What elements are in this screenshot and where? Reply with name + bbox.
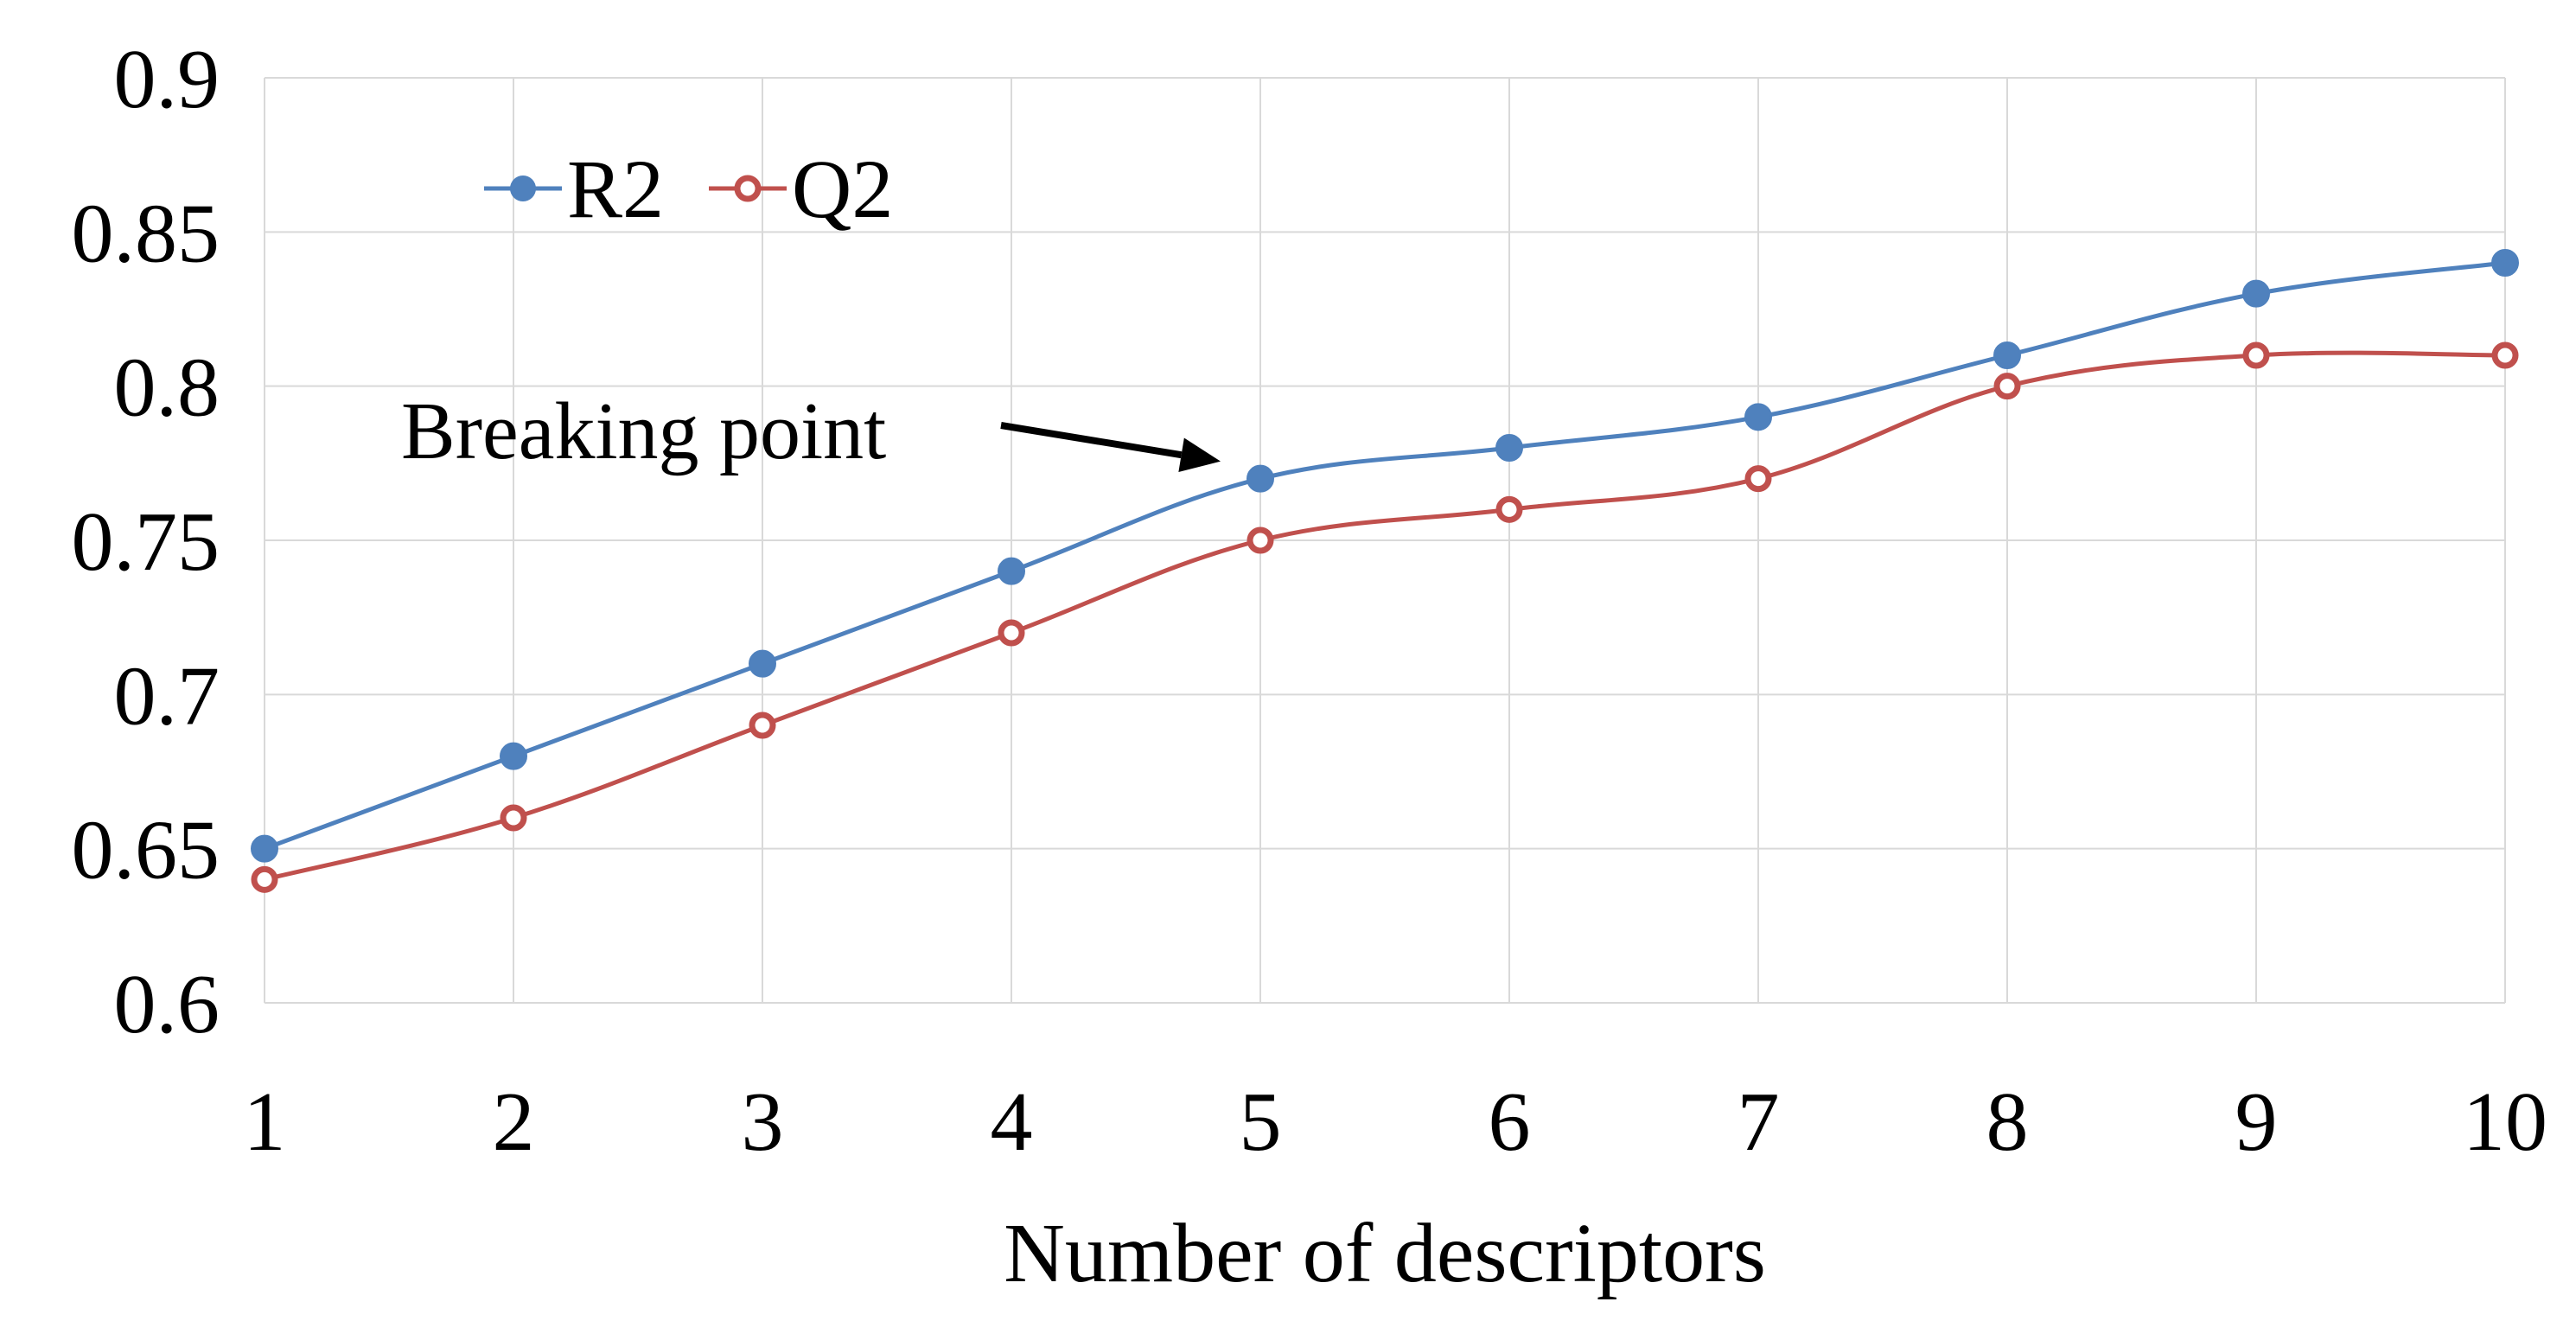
x-tick-label: 1 xyxy=(244,1075,286,1169)
x-tick-label: 10 xyxy=(2463,1075,2547,1169)
data-point-r2 xyxy=(251,834,278,863)
series-markers xyxy=(251,249,2519,893)
data-point-r2 xyxy=(2491,249,2519,277)
data-point-r2 xyxy=(1495,434,1523,462)
data-point-q2 xyxy=(2491,341,2519,369)
data-point-q2 xyxy=(500,804,527,832)
data-point-q2 xyxy=(1744,465,1772,493)
x-tick-label: 4 xyxy=(991,1075,1033,1169)
legend-marker-swatch xyxy=(734,175,762,202)
grid xyxy=(264,77,2506,1004)
series-line-q2 xyxy=(264,350,2506,882)
annotation-arrow-shaft xyxy=(1000,422,1183,459)
y-tick-label: 0.65 xyxy=(72,804,220,897)
annotation: Breaking point xyxy=(401,386,1221,476)
data-point-q2 xyxy=(2242,341,2270,369)
data-point-q2 xyxy=(1495,495,1523,523)
x-tick-label: 8 xyxy=(1986,1075,2029,1169)
legend-item-r2: R2 xyxy=(484,143,664,235)
legend-item-q2: Q2 xyxy=(709,143,893,235)
y-tick-label: 0.8 xyxy=(114,341,220,435)
series-lines xyxy=(264,260,2506,882)
annotation-label: Breaking point xyxy=(401,386,886,476)
data-point-r2 xyxy=(2242,279,2270,308)
x-axis-title: Number of descriptors xyxy=(1004,1207,1766,1300)
tick-labels: 0.6 0.65 0.7 0.75 0.8 0.85 0.9 1 2 3 4 5 6 7 8 9 10 xyxy=(72,33,2548,1169)
data-point-r2 xyxy=(749,649,776,678)
x-tick-label: 5 xyxy=(1240,1075,1282,1169)
annotation-arrow-head xyxy=(1178,437,1221,472)
x-tick-label: 3 xyxy=(742,1075,784,1169)
data-point-r2 xyxy=(1993,341,2021,369)
data-point-r2 xyxy=(1247,464,1274,493)
y-tick-label: 0.85 xyxy=(72,187,220,280)
data-point-r2 xyxy=(1744,403,1772,431)
x-tick-label: 2 xyxy=(493,1075,535,1169)
x-tick-label: 9 xyxy=(2235,1075,2278,1169)
y-tick-label: 0.75 xyxy=(72,495,220,589)
legend-label: Q2 xyxy=(792,143,893,235)
legend-marker-swatch xyxy=(510,175,536,201)
data-point-r2 xyxy=(500,742,527,770)
data-point-q2 xyxy=(749,712,776,739)
data-point-q2 xyxy=(251,865,278,893)
data-point-q2 xyxy=(1247,526,1274,554)
series-line-r2 xyxy=(264,260,2506,852)
legend-label: R2 xyxy=(567,143,664,235)
y-tick-label: 0.9 xyxy=(114,33,220,126)
x-tick-label: 7 xyxy=(1738,1075,1780,1169)
y-tick-label: 0.7 xyxy=(114,649,220,743)
y-tick-label: 0.6 xyxy=(114,958,220,1051)
data-point-q2 xyxy=(1993,373,2021,400)
data-point-r2 xyxy=(998,557,1025,585)
x-tick-label: 6 xyxy=(1489,1075,1531,1169)
data-point-q2 xyxy=(998,619,1025,647)
legend: R2 Q2 xyxy=(484,143,893,235)
